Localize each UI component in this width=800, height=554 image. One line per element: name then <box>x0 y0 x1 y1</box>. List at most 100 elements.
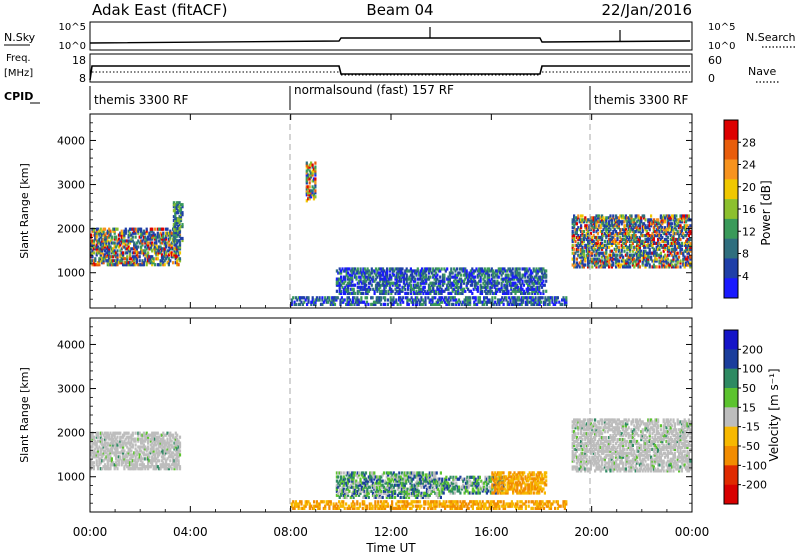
data-cell <box>401 471 404 475</box>
data-cell <box>95 433 98 437</box>
data-cell <box>128 253 132 257</box>
data-cell <box>108 227 111 231</box>
data-cell <box>612 257 615 261</box>
data-cell <box>638 237 641 242</box>
data-cell <box>659 259 662 263</box>
data-cell <box>638 220 641 224</box>
data-cell <box>571 237 574 242</box>
data-cell <box>637 230 640 234</box>
data-cell <box>109 259 112 263</box>
data-cell <box>141 261 144 265</box>
data-cell <box>571 218 574 222</box>
data-cell <box>112 229 115 233</box>
data-cell <box>385 481 388 485</box>
data-cell <box>517 267 520 271</box>
data-cell <box>151 229 154 233</box>
data-cell <box>353 489 356 493</box>
data-cell <box>617 263 620 267</box>
data-cell <box>434 479 437 483</box>
data-cell <box>359 287 362 291</box>
data-cell <box>141 435 144 439</box>
data-cell <box>166 437 169 441</box>
data-cell <box>638 265 641 269</box>
data-cell <box>536 269 539 273</box>
data-cell <box>340 489 343 493</box>
data-cell <box>390 289 393 293</box>
data-cell <box>412 275 415 279</box>
data-cell <box>522 298 525 302</box>
data-cell <box>666 218 669 222</box>
data-cell <box>539 267 542 271</box>
data-cell <box>391 267 394 271</box>
data-cell <box>120 239 123 243</box>
data-cell <box>175 221 178 225</box>
data-cell <box>599 224 602 228</box>
data-cell <box>92 227 95 231</box>
data-cell <box>159 241 162 245</box>
data-cell <box>153 249 157 253</box>
data-cell <box>409 287 412 291</box>
data-cell <box>367 477 370 481</box>
data-cell <box>486 285 489 289</box>
data-cell <box>601 218 604 222</box>
data-cell <box>396 477 399 481</box>
data-cell <box>652 259 655 263</box>
data-cell <box>349 277 352 281</box>
data-cell <box>507 273 510 277</box>
data-cell <box>529 269 532 273</box>
data-cell <box>528 273 531 277</box>
data-cell <box>581 234 584 238</box>
data-cell <box>124 443 127 447</box>
data-cell <box>336 296 339 300</box>
data-cell <box>433 277 436 281</box>
data-cell <box>133 263 136 267</box>
data-cell <box>648 247 651 251</box>
data-cell <box>335 489 338 493</box>
data-cell <box>627 234 630 238</box>
data-cell <box>123 231 126 235</box>
data-cell <box>406 493 409 497</box>
data-cell <box>388 483 391 487</box>
data-cell <box>420 271 424 275</box>
data-cell <box>520 298 523 302</box>
data-cell <box>167 263 170 267</box>
data-cell <box>401 275 404 279</box>
data-cell <box>314 167 317 171</box>
data-cell <box>151 461 154 465</box>
data-cell <box>113 249 116 253</box>
data-cell <box>620 228 623 232</box>
data-cell <box>626 220 629 224</box>
data-cell <box>652 230 655 234</box>
data-cell <box>448 273 451 277</box>
data-cell <box>172 261 175 265</box>
data-cell <box>106 261 109 265</box>
data-cell <box>652 239 655 243</box>
data-cell <box>661 235 664 240</box>
data-cell <box>357 298 360 302</box>
data-cell <box>308 185 311 189</box>
data-cell <box>131 463 134 467</box>
data-cell <box>152 261 155 265</box>
data-cell <box>605 220 608 224</box>
data-cell <box>345 273 348 277</box>
data-cell <box>166 445 169 449</box>
data-cell <box>542 267 545 271</box>
data-cell <box>127 441 130 445</box>
data-cell <box>671 222 674 226</box>
data-cell <box>165 245 168 249</box>
data-cell <box>335 298 338 302</box>
data-cell <box>386 269 389 273</box>
data-cell <box>113 227 116 231</box>
data-cell <box>414 487 417 491</box>
data-cell <box>672 255 675 259</box>
data-cell <box>162 263 165 267</box>
data-cell <box>389 495 393 499</box>
data-cell <box>436 267 439 271</box>
data-cell <box>454 285 457 289</box>
data-cell <box>373 291 376 295</box>
data-cell <box>411 302 415 306</box>
data-cell <box>101 251 104 255</box>
data-cell <box>651 251 654 255</box>
data-cell <box>510 283 513 287</box>
data-cell <box>96 455 100 459</box>
